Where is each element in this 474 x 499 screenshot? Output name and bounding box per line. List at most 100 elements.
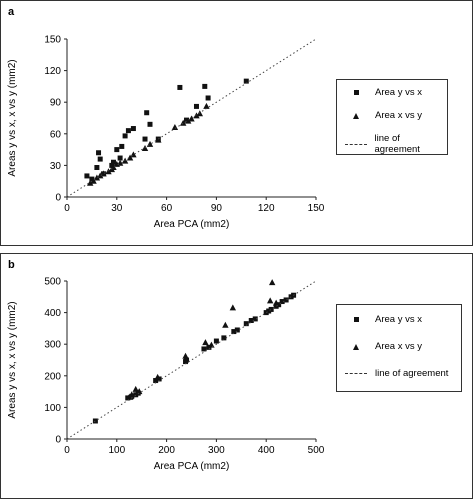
square-point [221,335,227,341]
triangle-point [171,123,179,130]
legend-label: Area y vs x [375,87,422,98]
square-marker-icon [353,90,359,95]
square-point [147,121,153,127]
triangle-point [93,174,101,181]
legend-item-x-vs-y: Area x vs y [337,341,422,352]
legend-label: line of agreement [374,133,420,155]
legend-item-y-vs-x: Area y vs x [337,314,422,325]
x-axis-label: Area PCA (mm2) [154,219,230,230]
legend-item-x-vs-y: Area x vs y [337,110,422,121]
x-tick-label: 200 [158,445,175,456]
triangle-point [272,299,280,306]
legend-label: Area x vs y [375,341,422,352]
legend-item-agreement: line of agreement [337,133,447,155]
y-tick-label: 400 [44,308,61,319]
triangle-point [126,154,134,161]
chart-panel-b: b 0 100 200 300 400 500 0 100 200 300 400 500 Area P… [0,253,473,499]
y-tick-label: 150 [44,35,61,46]
square-point [205,95,211,101]
legend-item-agreement: line of agreement [337,368,448,379]
y-tick-label: 300 [44,340,61,351]
triangle-point [136,388,143,395]
square-point [117,155,123,161]
square-point [248,318,254,323]
dashed-line-icon [344,143,367,145]
x-tick-label: 100 [108,445,125,456]
square-point [177,84,183,90]
square-point [84,173,90,179]
triangle-point [182,352,189,359]
x-tick-label: 30 [111,203,123,214]
square-point [125,395,131,401]
triangle-point [155,136,162,143]
square-point [110,159,116,165]
agreement-line [66,280,317,440]
square-point [94,165,100,171]
square-point [252,316,258,322]
triangle-point [130,151,137,158]
square-point [193,103,199,109]
y-tick-label: 0 [55,193,61,204]
square-point [243,78,249,84]
x-tick-label: 0 [64,445,70,456]
dashed-line-icon [345,373,367,374]
triangle-point [180,119,187,126]
square-marker-icon [353,317,359,322]
chart-panel-a: a 0 30 60 90 120 150 0 30 60 90 120 150 Area PCA (mm… [0,0,473,246]
square-point [184,117,190,123]
square-point [231,329,237,335]
square-point [96,150,102,156]
square-point [144,110,150,116]
square-point [153,378,159,384]
y-axis-label: Areas y vs x, x vs y (mm2) [7,59,18,176]
triangle-point [188,115,195,122]
x-tick-label: 300 [208,445,225,456]
square-point [279,299,285,305]
y-tick-label: 500 [44,277,61,288]
triangle-point [266,297,274,304]
y-tick-label: 90 [50,98,62,109]
square-point [130,126,136,132]
square-point [243,321,249,327]
x-tick-label: 0 [64,203,70,214]
triangle-point [202,339,209,346]
x-tick-label: 500 [308,445,325,456]
legend-a: Area y vs x Area x vs y line of agreemen… [336,79,448,155]
legend-label: Area x vs y [375,110,422,121]
scatter-plot-a: 0 30 60 90 120 150 0 30 60 90 120 150 Area PCA (mm2)… [7,35,325,231]
legend-label: Area y vs x [375,314,422,325]
triangle-point [229,304,237,311]
y-tick-label: 100 [44,403,61,414]
square-point [283,297,289,303]
triangle-point [128,391,135,398]
square-point [234,327,240,333]
y-tick-label: 30 [50,161,62,172]
triangle-point [268,279,276,286]
triangle-point [146,140,154,147]
square-point [125,128,131,134]
triangle-point [87,179,94,186]
square-point [268,306,274,312]
triangle-marker-icon [353,112,359,119]
square-point [114,147,120,153]
square-point [142,136,148,142]
square-point [92,418,98,424]
x-axis-label: Area PCA (mm2) [154,461,230,472]
y-tick-label: 60 [50,129,62,140]
square-point [119,143,125,149]
y-tick-label: 120 [44,66,61,77]
scatter-plot-b: 0 100 200 300 400 500 0 100 200 300 400 500 Area PCA… [7,277,325,473]
triangle-marker-icon [353,343,359,350]
triangle-point [203,102,210,109]
x-tick-label: 90 [211,203,223,214]
x-tick-label: 150 [308,203,325,214]
legend-label: line of agreement [375,368,449,379]
x-tick-label: 400 [258,445,275,456]
agreement-line [66,38,317,198]
triangle-point [132,385,139,392]
square-point [202,83,208,89]
square-point [184,357,190,363]
square-point [213,338,219,344]
square-point [109,162,115,168]
y-axis-label: Areas y vs x, x vs y (mm2) [7,301,18,418]
